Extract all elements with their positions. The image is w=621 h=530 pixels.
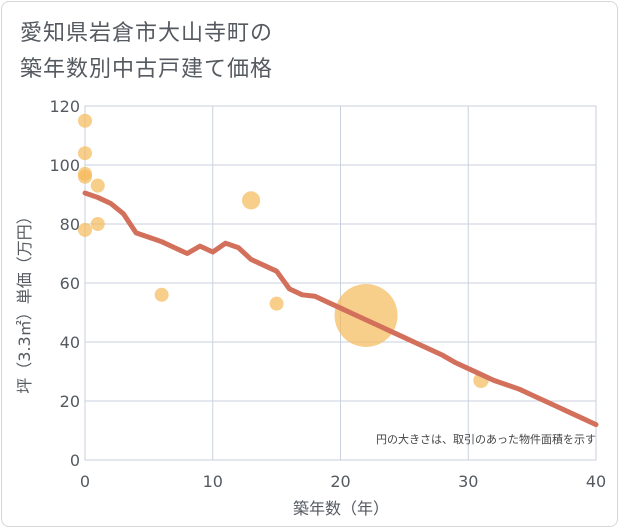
data-point: [269, 296, 284, 311]
x-tick-label: 20: [330, 472, 350, 491]
chart-title: 愛知県岩倉市大山寺町の 築年数別中古戸建て価格: [20, 16, 273, 88]
data-point: [78, 222, 92, 237]
annotation-note: 円の大きさは、取引のあった物件面積を示す: [376, 432, 596, 446]
data-point: [78, 146, 92, 161]
data-point: [334, 283, 398, 347]
chart-title-line2: 築年数別中古戸建て価格: [20, 57, 274, 82]
x-tick-label: 10: [203, 472, 223, 491]
x-tick-label: 0: [80, 472, 90, 491]
data-point: [90, 217, 105, 231]
data-point: [154, 287, 169, 302]
y-tick-label: 20: [60, 392, 80, 411]
x-axis-label: 築年数（年）: [293, 499, 389, 518]
y-axis-label: 坪（3.3㎡）単価（万円）: [15, 208, 34, 393]
y-tick-label: 100: [49, 156, 80, 175]
data-points: [78, 113, 489, 389]
data-point: [90, 178, 105, 193]
x-tick-label: 30: [458, 472, 478, 491]
y-tick-label: 60: [60, 274, 80, 293]
trend-line: [82, 190, 599, 428]
y-tick-label: 80: [60, 215, 80, 234]
data-point: [78, 113, 92, 128]
data-point: [78, 169, 92, 184]
y-tick-label: 0: [70, 451, 80, 470]
x-tick-label: 40: [586, 472, 606, 491]
y-tick-label: 120: [49, 97, 80, 116]
y-tick-label: 40: [60, 333, 80, 352]
trend-line-group: [82, 190, 599, 428]
grid-lines: [84, 105, 597, 461]
data-point: [241, 191, 261, 210]
chart-title-line1: 愛知県岩倉市大山寺町の: [20, 21, 274, 46]
axis-ticks: 0 10 20 30 40 0 20 40 60 80 100 120: [49, 97, 606, 491]
